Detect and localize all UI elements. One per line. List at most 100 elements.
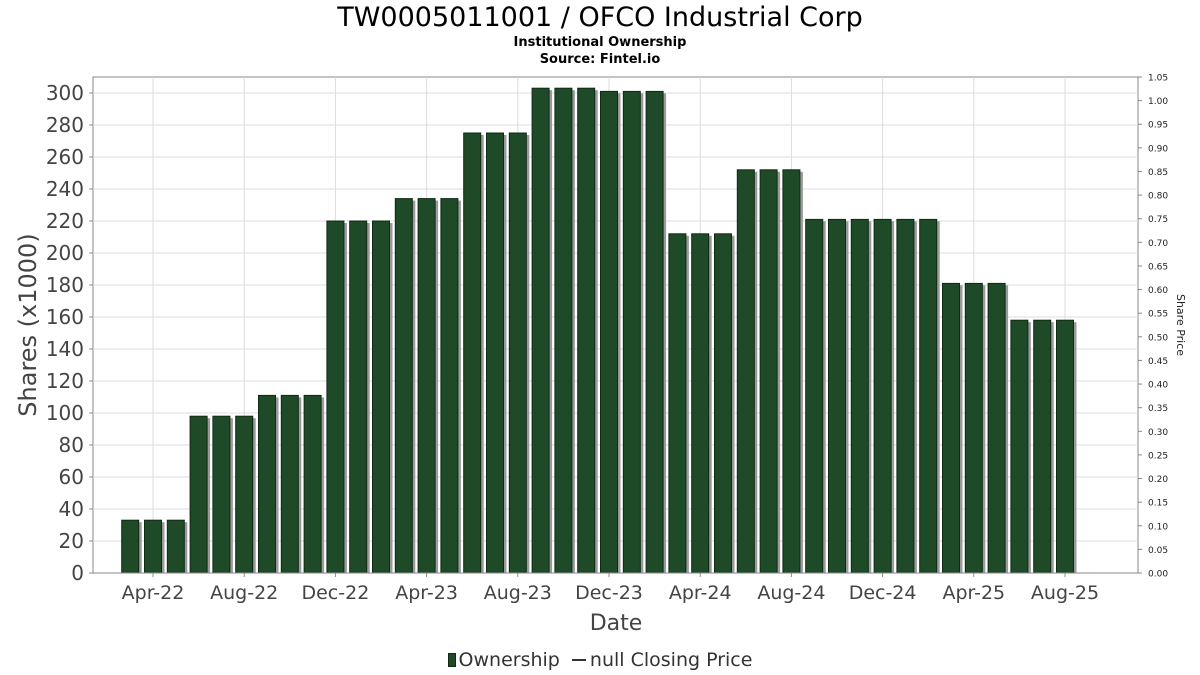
x-tick-label: Aug-24 [757,582,825,604]
ownership-bar [144,519,162,574]
ownership-bar [212,415,231,574]
y2-tick-label: 1.05 [1148,74,1168,84]
y-tick-label: 100 [46,401,84,425]
y2-tick-label: 0.05 [1148,546,1168,556]
y-tick-label: 60 [59,465,84,489]
ownership-bar [736,169,755,574]
x-tick-label: Dec-24 [849,582,917,604]
y-tick-label: 40 [59,497,84,521]
y2-tick-label: 0.30 [1148,428,1168,438]
y2-tick-label: 0.50 [1148,333,1168,343]
ownership-bar [121,519,140,574]
y2-tick-label: 1.00 [1148,97,1168,107]
ownership-bar [349,220,368,574]
ownership-bar [691,233,710,574]
y2-tick-label: 0.10 [1148,522,1168,532]
ownership-bar [554,87,573,574]
ownership-bar [600,90,618,574]
y-tick-label: 220 [46,209,84,233]
ownership-bar [189,415,208,574]
y2-tick-label: 0.15 [1148,499,1168,509]
ownership-bar [1033,319,1052,574]
ownership-bar [372,220,390,574]
y2-tick-label: 0.25 [1148,451,1168,461]
y-tick-label: 0 [71,561,84,585]
ownership-bar [942,282,960,574]
legend-closing-price-label: null Closing Price [589,648,753,671]
ownership-bar [622,90,641,574]
y-tick-label: 180 [46,273,84,297]
y2-tick-label: 0.95 [1148,121,1168,131]
y-tick-label: 240 [46,177,84,201]
y2-axis-label: Share Price [1174,294,1187,356]
ownership-bar [508,132,527,574]
legend-ownership[interactable]: Ownership [447,648,560,671]
ownership-bar [417,198,436,574]
y-tick-label: 200 [46,241,84,265]
ownership-bar [258,394,276,574]
x-tick-label: Apr-25 [942,582,1005,604]
y-tick-label: 80 [59,433,84,457]
y2-tick-label: 0.55 [1148,310,1168,320]
ownership-bar [896,218,915,574]
y2-tick-label: 0.75 [1148,215,1168,225]
x-tick-label: Apr-22 [122,582,185,604]
ownership-bar [964,282,983,574]
ownership-bar [782,169,801,574]
ownership-bar [850,218,869,574]
bars [121,87,1077,574]
x-tick-label: Aug-25 [1031,582,1099,604]
ownership-bar [394,198,413,574]
ownership-bar [805,218,824,574]
y2-tick-label: 0.40 [1148,381,1168,391]
y2-tick-label: 0.20 [1148,475,1168,485]
ownership-bar [166,519,185,574]
ownership-bar [1056,319,1074,574]
y2-tick-label: 0.80 [1148,192,1168,202]
y2-tick-label: 0.45 [1148,357,1168,367]
chart-source: Source: Fintel.io [539,52,661,67]
ownership-bar [759,169,778,574]
y2-tick-label: 0.90 [1148,144,1168,154]
y-tick-label: 160 [46,305,84,329]
y-tick-label: 300 [46,81,84,105]
y-tick-label: 260 [46,145,84,169]
y2-tick-label: 0.60 [1148,286,1168,296]
ownership-bar [280,394,299,574]
y2-tick-label: 0.00 [1148,570,1168,580]
ownership-bar [987,282,1006,574]
ownership-bar [668,233,687,574]
ownership-bar [714,233,732,574]
ownership-bar [1010,319,1029,574]
ownership-bar [919,218,938,574]
x-axis: Apr-22 Aug-22 Dec-22 Apr-23 Aug-23 Dec-23 Apr-… [93,572,1138,604]
ownership-bar [303,394,322,574]
legend: Ownership null Closing Price [0,648,1200,671]
y-axis: 0 20 40 60 80 100 120 140 160 180 200 220 240 260 280 3… [46,81,93,585]
legend-closing-price[interactable]: null Closing Price [566,648,753,671]
ownership-bar [326,220,345,574]
y2-axis: 0.00 0.05 0.10 0.15 0.20 0.25 0.30 0.35 0.40 0.45… [1138,74,1168,580]
ownership-bar [577,87,596,574]
x-axis-label: Date [590,611,643,636]
x-tick-label: Aug-23 [484,582,552,604]
ownership-bar [463,132,482,574]
y-tick-label: 280 [46,113,84,137]
ownership-bar [486,132,504,574]
x-tick-label: Apr-23 [395,582,458,604]
y2-tick-label: 0.85 [1148,168,1168,178]
ownership-bar [645,90,664,574]
y-tick-label: 140 [46,337,84,361]
chart-title: TW0005011001 / OFCO Industrial Corp [337,2,863,33]
ownership-bar [828,218,846,574]
x-tick-label: Apr-24 [669,582,732,604]
legend-ownership-label: Ownership [458,648,560,671]
x-tick-label: Dec-23 [575,582,643,604]
ownership-bar [873,218,892,574]
x-tick-label: Dec-22 [301,582,369,604]
closing-price-line-icon [571,659,586,661]
y-tick-label: 120 [46,369,84,393]
y2-tick-label: 0.65 [1148,262,1168,272]
y2-tick-label: 0.70 [1148,239,1168,249]
